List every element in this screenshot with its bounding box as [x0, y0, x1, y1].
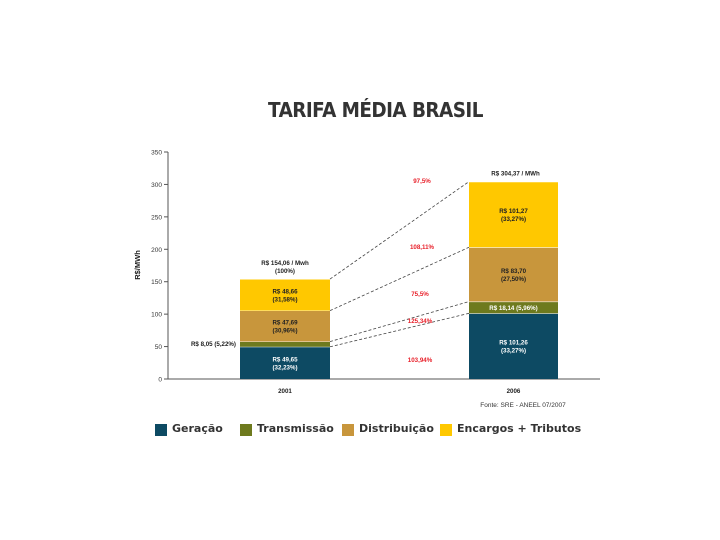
segment-label-2-0: R$ 47,69	[272, 320, 298, 327]
total-label-2001: (100%)	[275, 268, 295, 275]
segment-label-2-1: R$ 83,70	[501, 268, 527, 275]
segment-label-0-0: (32,23%)	[272, 364, 297, 371]
y-tick-label: 350	[151, 150, 162, 157]
y-tick-label: 200	[151, 247, 162, 254]
x-tick-label-2001: 2001	[278, 388, 292, 395]
total-label-2001: R$ 154,06 / Mwh	[261, 260, 309, 267]
bar-segment-transmiss-o-2001	[240, 341, 330, 347]
growth-label: 108,11%	[410, 244, 435, 251]
segment-label-3-0: R$ 48,66	[272, 288, 298, 295]
y-tick-label: 250	[151, 214, 162, 221]
legend-label-transmissao: Transmissão	[257, 422, 334, 435]
segment-label-2-0: (30,96%)	[272, 328, 297, 335]
bar-segment-gera-o-2006	[469, 313, 558, 379]
bar-segment-distribui-o-2001	[240, 310, 330, 342]
legend-swatch-encargos	[440, 424, 452, 436]
total-label-2006: R$ 304,37 / MWh	[491, 171, 540, 178]
y-axis-label: R$/MWh	[133, 250, 142, 280]
growth-label: 75,5%	[411, 291, 429, 298]
segment-label-0-0: R$ 49,65	[272, 356, 298, 363]
y-tick-label: 50	[155, 344, 163, 351]
segment-label-2-1: (27,50%)	[501, 276, 526, 283]
growth-connector	[329, 312, 470, 348]
growth-label: 103,94%	[408, 357, 433, 364]
growth-label: 125,34%	[408, 318, 433, 325]
x-tick-label-2006: 2006	[507, 388, 521, 395]
bar-segment-encargos-tributos-2006	[469, 181, 558, 248]
growth-connector	[329, 301, 470, 342]
legend-label-distribuicao: Distribuição	[359, 422, 434, 435]
segment-label-0-1: R$ 101,26	[499, 340, 528, 347]
bar-segment-transmiss-o-2006	[469, 301, 558, 314]
legend-swatch-geracao	[155, 424, 167, 436]
legend-swatch-distribuicao	[342, 424, 354, 436]
segment-label-3-1: R$ 101,27	[499, 208, 528, 215]
y-tick-label: 150	[151, 279, 162, 286]
bar-segment-distribui-o-2006	[469, 247, 558, 302]
source-note: Fonte: SRE - ANEEL 07/2007	[480, 402, 566, 409]
legend-label-encargos: Encargos + Tributos	[457, 422, 582, 435]
segment-label-3-1: (33,27%)	[501, 216, 526, 223]
y-tick-label: 300	[151, 182, 162, 189]
segment-label-transmissao-2001: R$ 8,05 (5,22%)	[191, 341, 236, 348]
y-tick-label: 0	[158, 377, 162, 384]
bar-segment-gera-o-2001	[240, 346, 330, 379]
legend-swatch-transmissao	[240, 424, 252, 436]
legend: Geração Transmissão Distribuição Encargo…	[0, 422, 720, 442]
bar-segment-encargos-tributos-2001	[240, 279, 330, 311]
growth-connector	[329, 181, 470, 280]
growth-label: 97,5%	[413, 178, 431, 185]
growth-connector	[329, 246, 470, 312]
chart-title: TARIFA MÉDIA BRASIL	[268, 98, 483, 122]
segment-label-1-1: R$ 18,14 (5,96%)	[489, 305, 538, 312]
segment-label-3-0: (31,58%)	[272, 296, 297, 303]
segment-label-0-1: (33,27%)	[501, 348, 526, 355]
y-tick-label: 100	[151, 312, 162, 319]
legend-label-geracao: Geração	[172, 422, 223, 435]
